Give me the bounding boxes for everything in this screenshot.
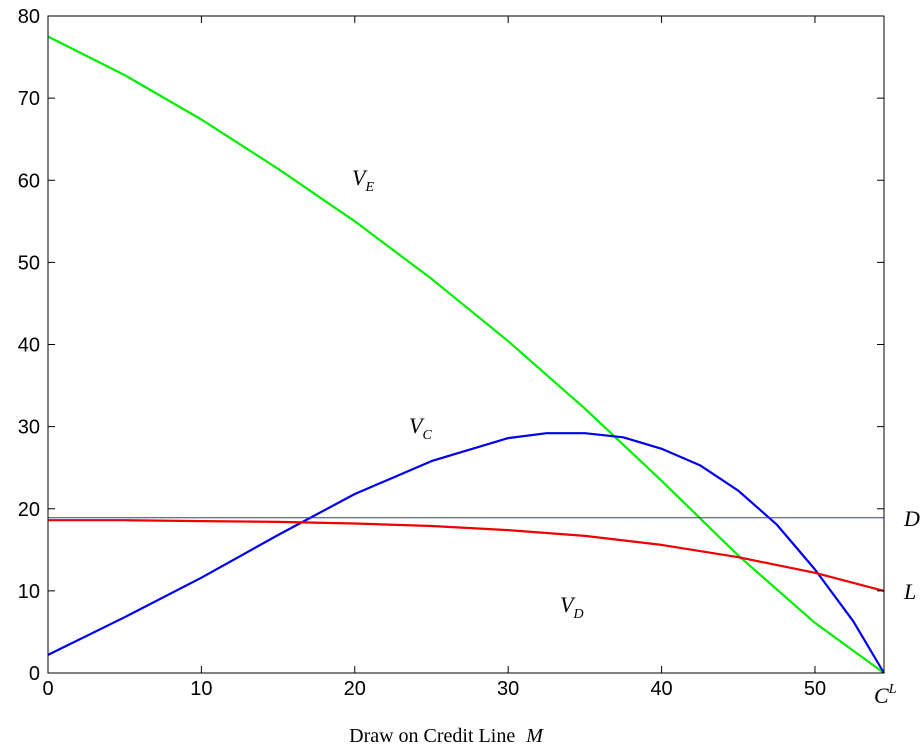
- y-tick-label: 10: [18, 581, 40, 603]
- x-tick-label: 40: [650, 678, 672, 700]
- curve-label-v-c: VC: [409, 413, 432, 443]
- x-tick-label: 30: [497, 678, 519, 700]
- curve-labels: VE VC VD D L CL: [352, 165, 920, 708]
- x-tick-label: 50: [804, 678, 826, 700]
- series-line-v-c: [47, 432, 885, 674]
- x-tick-label: 10: [190, 678, 212, 700]
- x-axis-label: Draw on Credit Line M: [349, 725, 544, 747]
- y-tick-label: 70: [18, 88, 40, 110]
- y-tick-label: 50: [18, 252, 40, 274]
- plot-lines: [47, 35, 885, 674]
- x-axis-label-text: Draw on Credit Line: [349, 725, 515, 747]
- end-label-d: D: [903, 506, 920, 531]
- y-tick-label: 40: [18, 335, 40, 357]
- x-axis-label-variable: M: [525, 725, 544, 747]
- x-end-label: CL: [874, 682, 897, 708]
- curve-label-v-e: VE: [352, 165, 374, 195]
- end-label-l: L: [903, 579, 916, 604]
- x-tick-label: 20: [344, 678, 366, 700]
- curve-label-v-d: VD: [560, 592, 584, 622]
- x-tick-label: 0: [42, 678, 53, 700]
- y-tick-label: 20: [18, 499, 40, 521]
- series-line-v-d: [48, 519, 885, 592]
- y-tick-label: 80: [18, 6, 40, 28]
- y-tick-label: 0: [29, 663, 40, 685]
- y-tick-label: 60: [18, 170, 40, 192]
- series-line-v-e: [47, 35, 885, 674]
- axis-ticks: 0 10 20 30 40 50 0 10 20 30 40 50 60 70 80: [18, 6, 884, 700]
- y-tick-label: 30: [18, 417, 40, 439]
